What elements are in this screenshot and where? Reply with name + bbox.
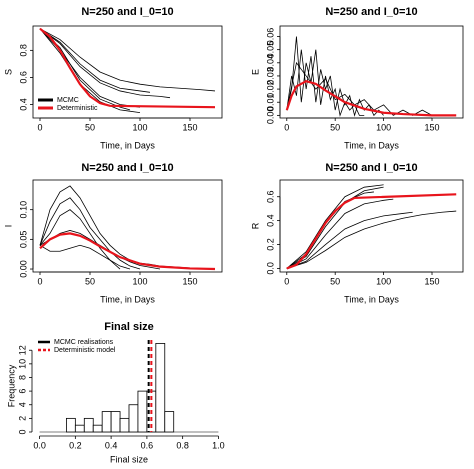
y-tick-label: 0.2 (265, 238, 275, 251)
bar (119, 417, 130, 433)
y-tick-label: 0.00 (18, 260, 28, 278)
mcmc-line (39, 209, 121, 270)
y-tick-label: 0.10 (18, 201, 28, 219)
x-tick-label: 50 (330, 122, 340, 132)
bar (83, 417, 94, 433)
y-tick-label: 0.0 (265, 262, 275, 275)
y-tick-label: 0.05 (18, 231, 28, 249)
x-tick-label: 50 (330, 276, 340, 286)
y-tick-label: 0 (17, 429, 27, 434)
x-tick-label: 0 (284, 276, 289, 286)
x-axis-label: Time, in Days (100, 140, 155, 150)
mcmc-line (286, 36, 365, 117)
x-tick-label: 0 (284, 122, 289, 132)
y-tick-label: 10 (17, 359, 27, 369)
bar (101, 411, 112, 433)
y-tick-label: 0.05 (265, 41, 275, 59)
x-tick-label: 100 (132, 276, 147, 286)
y-tick-label: 8 (17, 375, 27, 380)
y-axis-label: E (250, 69, 260, 75)
panel-title: N=250 and I_0=10 (81, 162, 173, 174)
mcmc-line (39, 28, 216, 92)
y-tick-label: 0.01 (265, 93, 275, 111)
x-tick-label: 0.8 (176, 440, 189, 450)
mcmc-line (39, 28, 151, 93)
legend-label: MCMC (57, 97, 79, 104)
panel-title: Final size (104, 321, 154, 333)
mcmc-line (286, 210, 457, 269)
y-tick-label: 0.6 (18, 71, 28, 84)
mcmc-line (39, 185, 211, 270)
bar (164, 411, 175, 433)
x-tick-label: 150 (182, 276, 197, 286)
x-tick-label: 0 (37, 276, 42, 286)
x-tick-label: 150 (425, 122, 440, 132)
deterministic-line (39, 232, 216, 271)
panel-title: N=250 and I_0=10 (81, 6, 173, 18)
x-tick-label: 150 (425, 276, 440, 286)
y-tick-label: 12 (17, 345, 27, 355)
y-tick-label: 0.6 (265, 190, 275, 203)
y-tick-label: 2 (17, 416, 27, 421)
x-axis-label: Final size (110, 454, 148, 464)
y-tick-label: 0.06 (265, 28, 275, 46)
bar (128, 404, 139, 433)
mcmc-line (39, 197, 141, 270)
x-tick-label: 0.4 (105, 440, 118, 450)
y-axis-label: R (250, 222, 260, 229)
x-tick-label: 0.2 (69, 440, 82, 450)
panel-title: N=250 and I_0=10 (325, 6, 417, 18)
mcmc-line (39, 28, 171, 99)
mcmc-line (39, 28, 141, 113)
mcmc-line (286, 49, 384, 117)
legend-label: Deterministic (57, 105, 98, 112)
legend-label: Deterministic model (54, 347, 116, 354)
y-axis-label: S (3, 69, 13, 75)
bar (110, 411, 121, 433)
x-tick-label: 50 (85, 122, 95, 132)
y-tick-label: 4 (17, 402, 27, 407)
y-tick-label: 0.4 (265, 214, 275, 227)
y-tick-label: 6 (17, 389, 27, 394)
x-axis-label: Time, in Days (344, 140, 399, 150)
mcmc-line (39, 244, 131, 270)
bar (137, 390, 148, 433)
x-tick-label: 100 (132, 122, 147, 132)
x-tick-label: 1.0 (212, 440, 225, 450)
y-tick-label: 0.4 (18, 98, 28, 111)
y-axis-label: I (3, 225, 13, 228)
bar (66, 417, 76, 433)
mcmc-line (286, 198, 394, 269)
x-tick-label: 100 (376, 122, 391, 132)
y-tick-label: 0.03 (265, 67, 275, 85)
y-tick-label: 0.8 (18, 44, 28, 57)
bar (74, 424, 85, 433)
x-axis-label: Time, in Days (344, 294, 399, 304)
y-tick-label: 0.00 (265, 107, 275, 125)
plot-frame (279, 25, 464, 119)
bar (92, 424, 103, 433)
y-tick-label: 0.04 (265, 54, 275, 72)
plot-frame (279, 179, 464, 273)
x-tick-label: 0 (37, 122, 42, 132)
legend-label: MCMC realisations (54, 339, 114, 346)
deterministic-line (285, 80, 457, 117)
deterministic-line (286, 193, 457, 270)
x-tick-label: 50 (85, 276, 95, 286)
x-tick-label: 0.0 (33, 440, 46, 450)
bar (155, 343, 166, 433)
y-tick-label: 0.02 (265, 80, 275, 98)
mcmc-line (286, 211, 413, 269)
x-tick-label: 0.6 (141, 440, 154, 450)
x-tick-label: 100 (376, 276, 391, 286)
deterministic-line (39, 27, 216, 109)
y-axis-label: Frequency (6, 364, 16, 407)
panel-title: N=250 and I_0=10 (325, 162, 417, 174)
x-tick-label: 150 (182, 122, 197, 132)
x-axis-label: Time, in Days (100, 294, 155, 304)
mcmc-line (286, 184, 384, 269)
